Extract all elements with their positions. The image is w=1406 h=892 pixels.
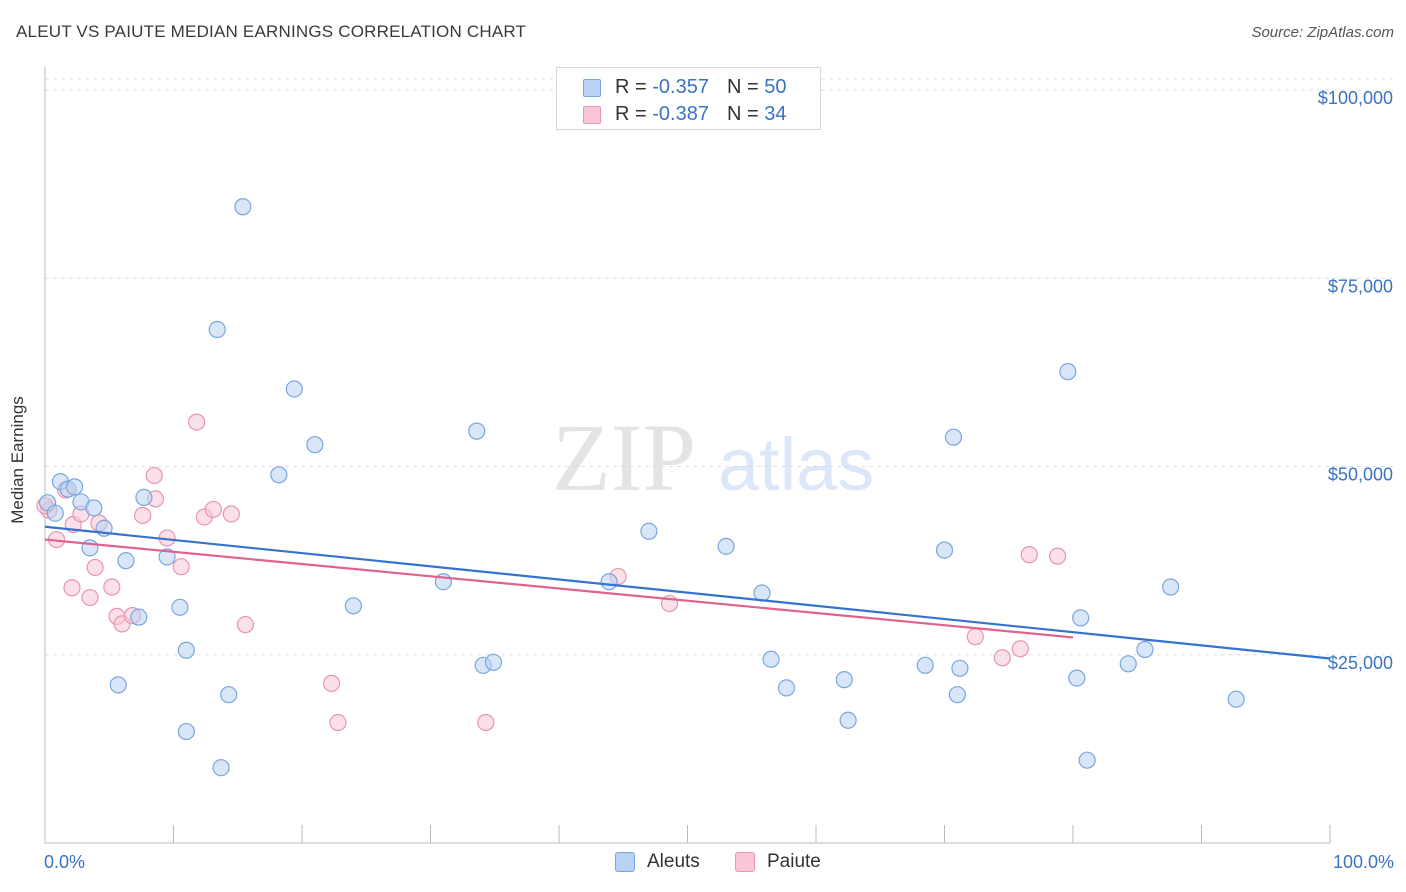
aleut-point: [109, 676, 127, 694]
aleut-point: [1227, 690, 1245, 708]
aleut-point: [1119, 655, 1137, 673]
correlation-legend: R = -0.357 N = 50 R = -0.387 N = 34: [556, 67, 821, 130]
paiute-r-value: -0.387: [652, 103, 709, 125]
axes: [44, 67, 1331, 844]
aleut-point: [1059, 363, 1077, 381]
n-label: N =: [726, 103, 759, 125]
aleut-point: [1162, 578, 1180, 596]
paiute-point: [204, 500, 222, 519]
aleut-point: [65, 478, 84, 496]
legend-row-paiute: R = -0.387 N = 34: [583, 103, 786, 126]
aleut-point: [158, 548, 176, 566]
paiute-point: [188, 413, 206, 431]
aleut-point: [468, 422, 486, 440]
paiute-point: [966, 628, 984, 646]
paiute-n-value: 34: [764, 103, 787, 125]
aleut-r-value: -0.357: [652, 76, 709, 98]
paiute-point: [134, 506, 152, 525]
r-label: R =: [615, 76, 647, 98]
aleut-point: [835, 671, 853, 689]
aleut-n-value: 50: [764, 76, 787, 98]
paiute-point: [222, 505, 240, 523]
aleut-point: [717, 537, 735, 555]
aleut-point: [177, 641, 195, 659]
r-label: R =: [615, 103, 647, 125]
bottom-legend-paiute: Paiute: [735, 851, 821, 873]
y-tick-label: $25,000: [1328, 653, 1393, 673]
gridlines: [45, 78, 1393, 656]
aleut-point: [777, 679, 796, 697]
aleut-point: [1136, 640, 1154, 659]
aleut-point: [234, 198, 252, 216]
aleut-point: [839, 711, 857, 729]
aleut-point: [177, 722, 195, 741]
aleut-point: [171, 598, 189, 616]
aleut-point: [951, 659, 969, 677]
aleuts-swatch: [615, 852, 635, 872]
aleut-point: [285, 380, 303, 398]
aleuts-legend-label: Aleuts: [647, 851, 700, 872]
aleut-point: [130, 608, 148, 626]
aleut-point: [1072, 609, 1090, 627]
chart-title: ALEUT VS PAIUTE MEDIAN EARNINGS CORRELAT…: [16, 22, 527, 41]
paiute-point: [477, 713, 495, 732]
paiute-point: [81, 588, 99, 607]
bottom-legend-aleuts: Aleuts: [615, 851, 700, 873]
aleut-point: [600, 573, 618, 591]
aleut-point: [212, 759, 230, 777]
x-tick-min: 0.0%: [44, 852, 86, 872]
paiute-point: [236, 616, 255, 634]
paiute-point: [172, 558, 190, 576]
paiute-legend-swatch: [735, 852, 755, 872]
paiute-point: [1020, 546, 1038, 564]
aleut-point: [944, 428, 963, 446]
paiute-point: [1048, 547, 1067, 565]
paiute-point: [145, 466, 163, 485]
aleut-point: [640, 522, 658, 540]
watermark-zip: ZIP: [552, 404, 696, 511]
source-label: Source: ZipAtlas.com: [1251, 24, 1394, 41]
y-axis-label: Median Earnings: [8, 396, 27, 524]
y-tick-label: $50,000: [1328, 465, 1393, 485]
aleut-point: [46, 504, 64, 522]
aleut-point: [935, 541, 954, 559]
y-tick-label: $100,000: [1318, 88, 1393, 108]
aleut-point: [948, 686, 966, 704]
legend-row-aleut: R = -0.357 N = 50: [583, 76, 786, 99]
watermark: ZIP atlas: [552, 404, 874, 511]
paiute-point: [993, 649, 1011, 667]
paiute-point: [86, 558, 104, 577]
aleut-point: [1078, 751, 1096, 769]
aleut-point: [484, 653, 503, 671]
paiute-point: [1011, 640, 1029, 658]
aleut-point: [117, 552, 135, 570]
aleut-point: [135, 488, 153, 506]
aleut-trend-line: [44, 525, 1331, 660]
aleut-point: [85, 499, 103, 517]
n-label: N =: [726, 76, 759, 98]
paiute-point: [103, 578, 121, 596]
paiute-trend-line: [44, 538, 1074, 639]
aleut-point: [916, 656, 934, 674]
aleut-point: [270, 466, 288, 484]
watermark-atlas: atlas: [718, 423, 874, 506]
aleut-point: [344, 597, 362, 615]
x-tick-max: 100.0%: [1332, 852, 1394, 872]
aleut-point: [220, 686, 238, 704]
paiute-legend-label: Paiute: [767, 851, 821, 872]
aleut-point: [306, 436, 324, 454]
y-tick-label: $75,000: [1328, 276, 1393, 296]
aleut-point: [762, 650, 780, 668]
y-tick-labels: $25,000 $50,000 $75,000 $100,000: [1318, 88, 1393, 673]
paiute-point: [322, 674, 341, 692]
trend-lines: [44, 525, 1331, 660]
paiute-point: [329, 713, 347, 732]
paiute-point: [63, 579, 81, 597]
aleut-point: [1068, 669, 1086, 687]
aleut-swatch: [583, 78, 601, 97]
paiute-swatch: [583, 105, 601, 124]
aleut-point: [208, 320, 226, 339]
